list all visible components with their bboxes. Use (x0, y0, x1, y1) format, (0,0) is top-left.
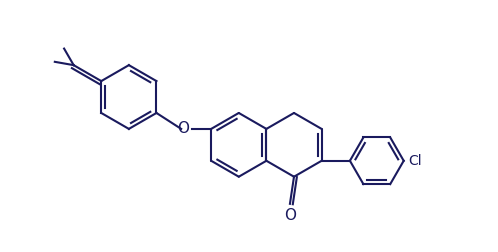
Text: O: O (177, 121, 189, 136)
Text: Cl: Cl (408, 154, 421, 168)
Text: O: O (284, 208, 296, 224)
